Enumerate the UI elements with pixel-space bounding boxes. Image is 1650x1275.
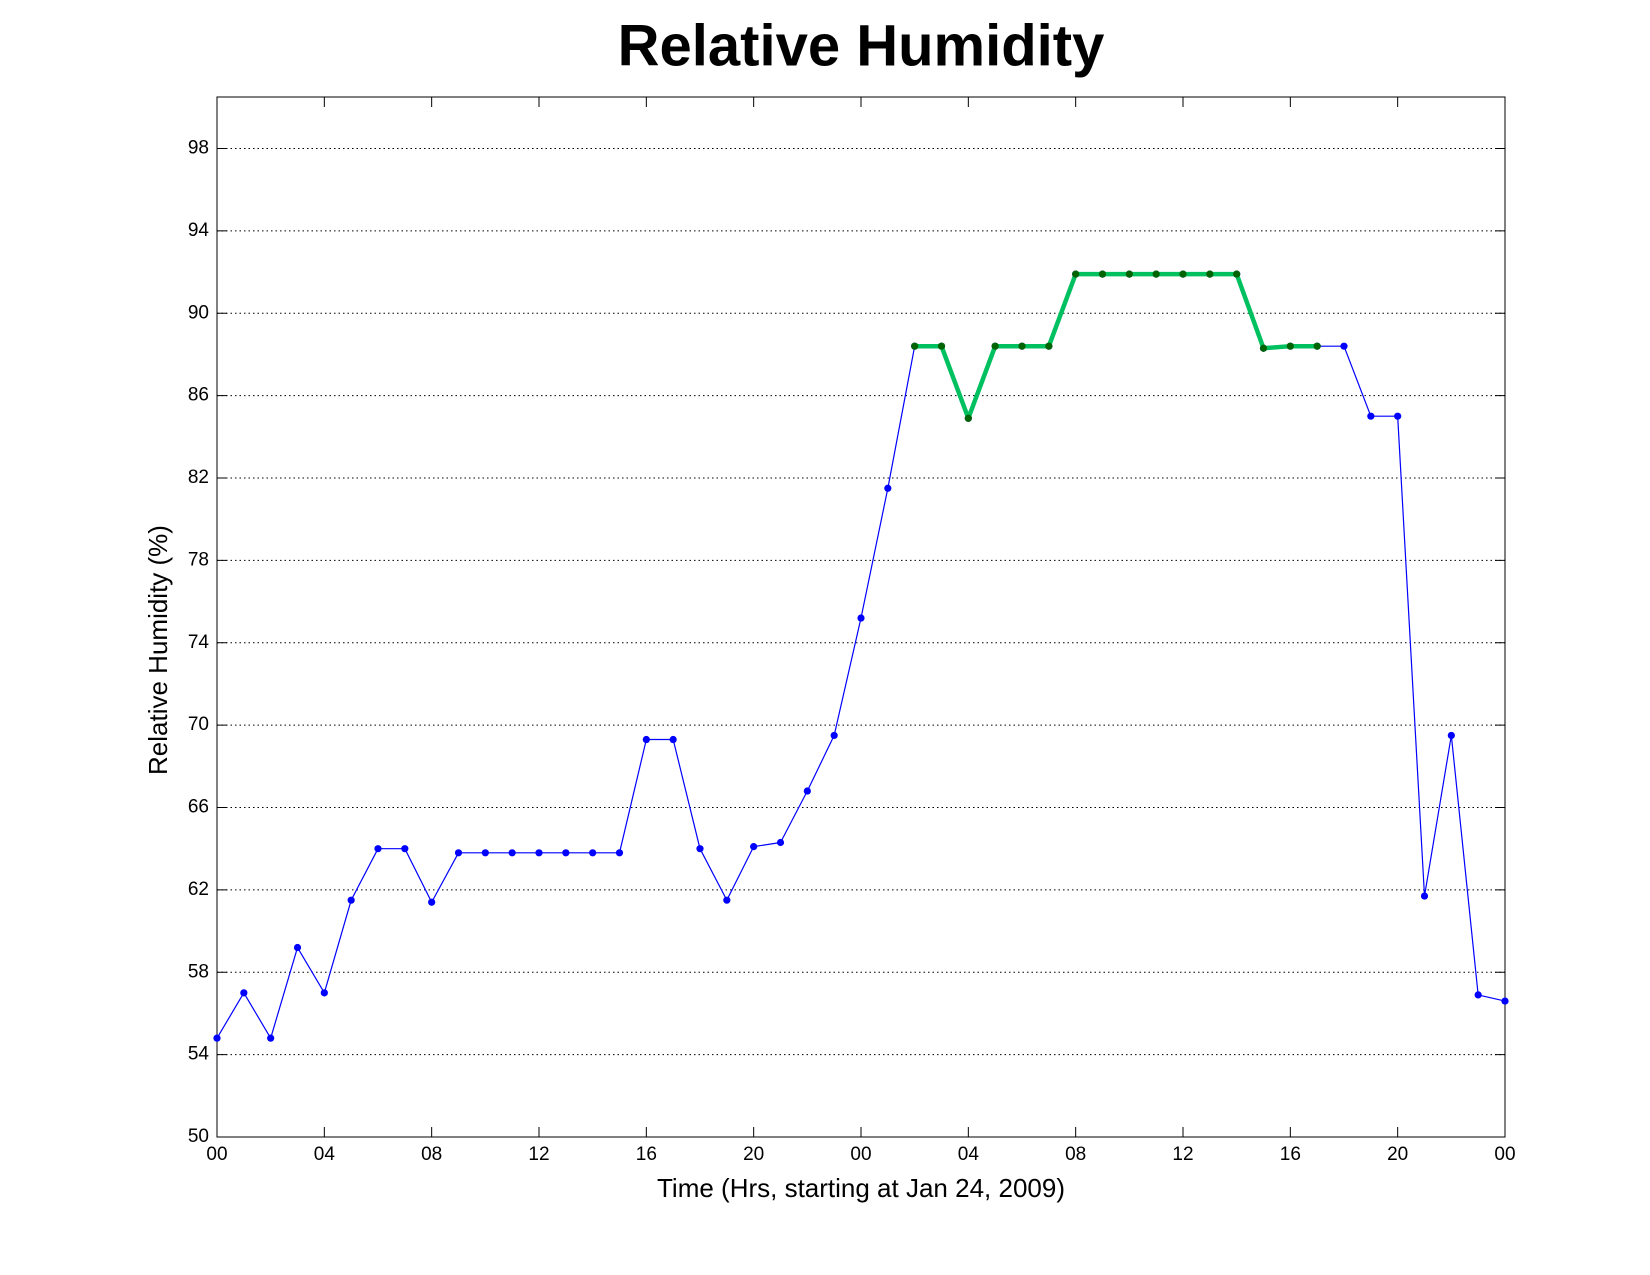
data-point bbox=[213, 1034, 221, 1042]
data-point bbox=[1501, 997, 1509, 1005]
y-axis-label: Relative Humidity (%) bbox=[143, 525, 173, 775]
data-point bbox=[589, 849, 597, 857]
chart-title: Relative Humidity bbox=[618, 13, 1105, 78]
data-point bbox=[428, 898, 436, 906]
data-point bbox=[1286, 342, 1294, 350]
data-point bbox=[884, 484, 892, 492]
data-point bbox=[776, 838, 785, 847]
x-tick-label: 00 bbox=[1494, 1144, 1515, 1165]
x-tick-label: 00 bbox=[206, 1144, 227, 1165]
data-point bbox=[1152, 270, 1160, 278]
data-point bbox=[1045, 342, 1053, 350]
y-tick-label: 62 bbox=[188, 879, 209, 900]
data-point bbox=[1420, 892, 1429, 900]
data-point bbox=[1259, 344, 1268, 352]
x-tick-label: 08 bbox=[421, 1144, 442, 1165]
data-point bbox=[1367, 412, 1375, 420]
data-point bbox=[911, 342, 919, 350]
y-tick-label: 58 bbox=[188, 961, 209, 982]
y-tick-label: 74 bbox=[188, 632, 210, 653]
x-tick-label: 04 bbox=[314, 1144, 336, 1165]
data-point bbox=[240, 989, 248, 997]
data-point bbox=[267, 1034, 275, 1042]
plot-frame bbox=[216, 96, 1506, 1138]
data-point bbox=[937, 342, 946, 350]
data-point bbox=[696, 845, 704, 853]
x-tick-label: 00 bbox=[850, 1144, 871, 1165]
data-point bbox=[750, 843, 758, 851]
data-point bbox=[1125, 270, 1133, 278]
data-point bbox=[401, 845, 409, 853]
y-tick-label: 90 bbox=[188, 302, 209, 323]
series-line bbox=[914, 271, 1318, 421]
y-tick-label: 94 bbox=[188, 220, 210, 241]
data-point bbox=[320, 989, 328, 997]
y-tick-label: 82 bbox=[188, 467, 209, 488]
data-point bbox=[1018, 342, 1026, 350]
data-point bbox=[481, 849, 489, 857]
x-tick-label: 04 bbox=[958, 1144, 980, 1165]
data-point bbox=[642, 735, 650, 744]
x-tick-label: 16 bbox=[636, 1144, 657, 1165]
data-point bbox=[1179, 270, 1187, 278]
data-point bbox=[1447, 731, 1455, 740]
data-point bbox=[991, 342, 999, 350]
x-axis-label: Time (Hrs, starting at Jan 24, 2009) bbox=[657, 1173, 1065, 1203]
data-point bbox=[964, 414, 972, 422]
data-point bbox=[1474, 991, 1482, 999]
y-tick-label: 70 bbox=[188, 714, 209, 735]
data-point bbox=[1394, 412, 1402, 420]
x-tick-label: 20 bbox=[1387, 1144, 1408, 1165]
data-point bbox=[803, 787, 811, 795]
y-tick-label: 54 bbox=[188, 1044, 210, 1065]
data-point bbox=[1072, 270, 1080, 278]
data-point bbox=[454, 849, 463, 857]
x-tick-label: 12 bbox=[1172, 1144, 1193, 1165]
x-tick-label: 08 bbox=[1065, 1144, 1086, 1165]
data-point bbox=[374, 845, 382, 853]
y-tick-label: 66 bbox=[188, 797, 209, 818]
x-tick-label: 20 bbox=[743, 1144, 764, 1165]
y-tick-label: 98 bbox=[188, 138, 209, 159]
data-point bbox=[1233, 270, 1241, 278]
series-line bbox=[216, 273, 1506, 1039]
data-point bbox=[857, 614, 865, 622]
data-point bbox=[535, 849, 543, 857]
y-tick-label: 86 bbox=[188, 385, 209, 406]
y-tick-label: 50 bbox=[188, 1126, 209, 1147]
data-point bbox=[562, 849, 570, 857]
data-point bbox=[669, 735, 677, 744]
data-point bbox=[615, 849, 624, 857]
data-point bbox=[1206, 270, 1214, 278]
data-point bbox=[1098, 270, 1107, 278]
x-tick-label: 16 bbox=[1280, 1144, 1301, 1165]
data-point bbox=[347, 896, 355, 904]
x-tick-label: 12 bbox=[528, 1144, 549, 1165]
y-tick-label: 78 bbox=[188, 549, 209, 570]
data-point bbox=[1340, 342, 1348, 350]
data-point bbox=[723, 896, 731, 904]
data-point bbox=[1313, 342, 1321, 350]
data-point bbox=[508, 849, 516, 857]
data-point bbox=[830, 731, 838, 740]
data-point bbox=[293, 943, 302, 952]
